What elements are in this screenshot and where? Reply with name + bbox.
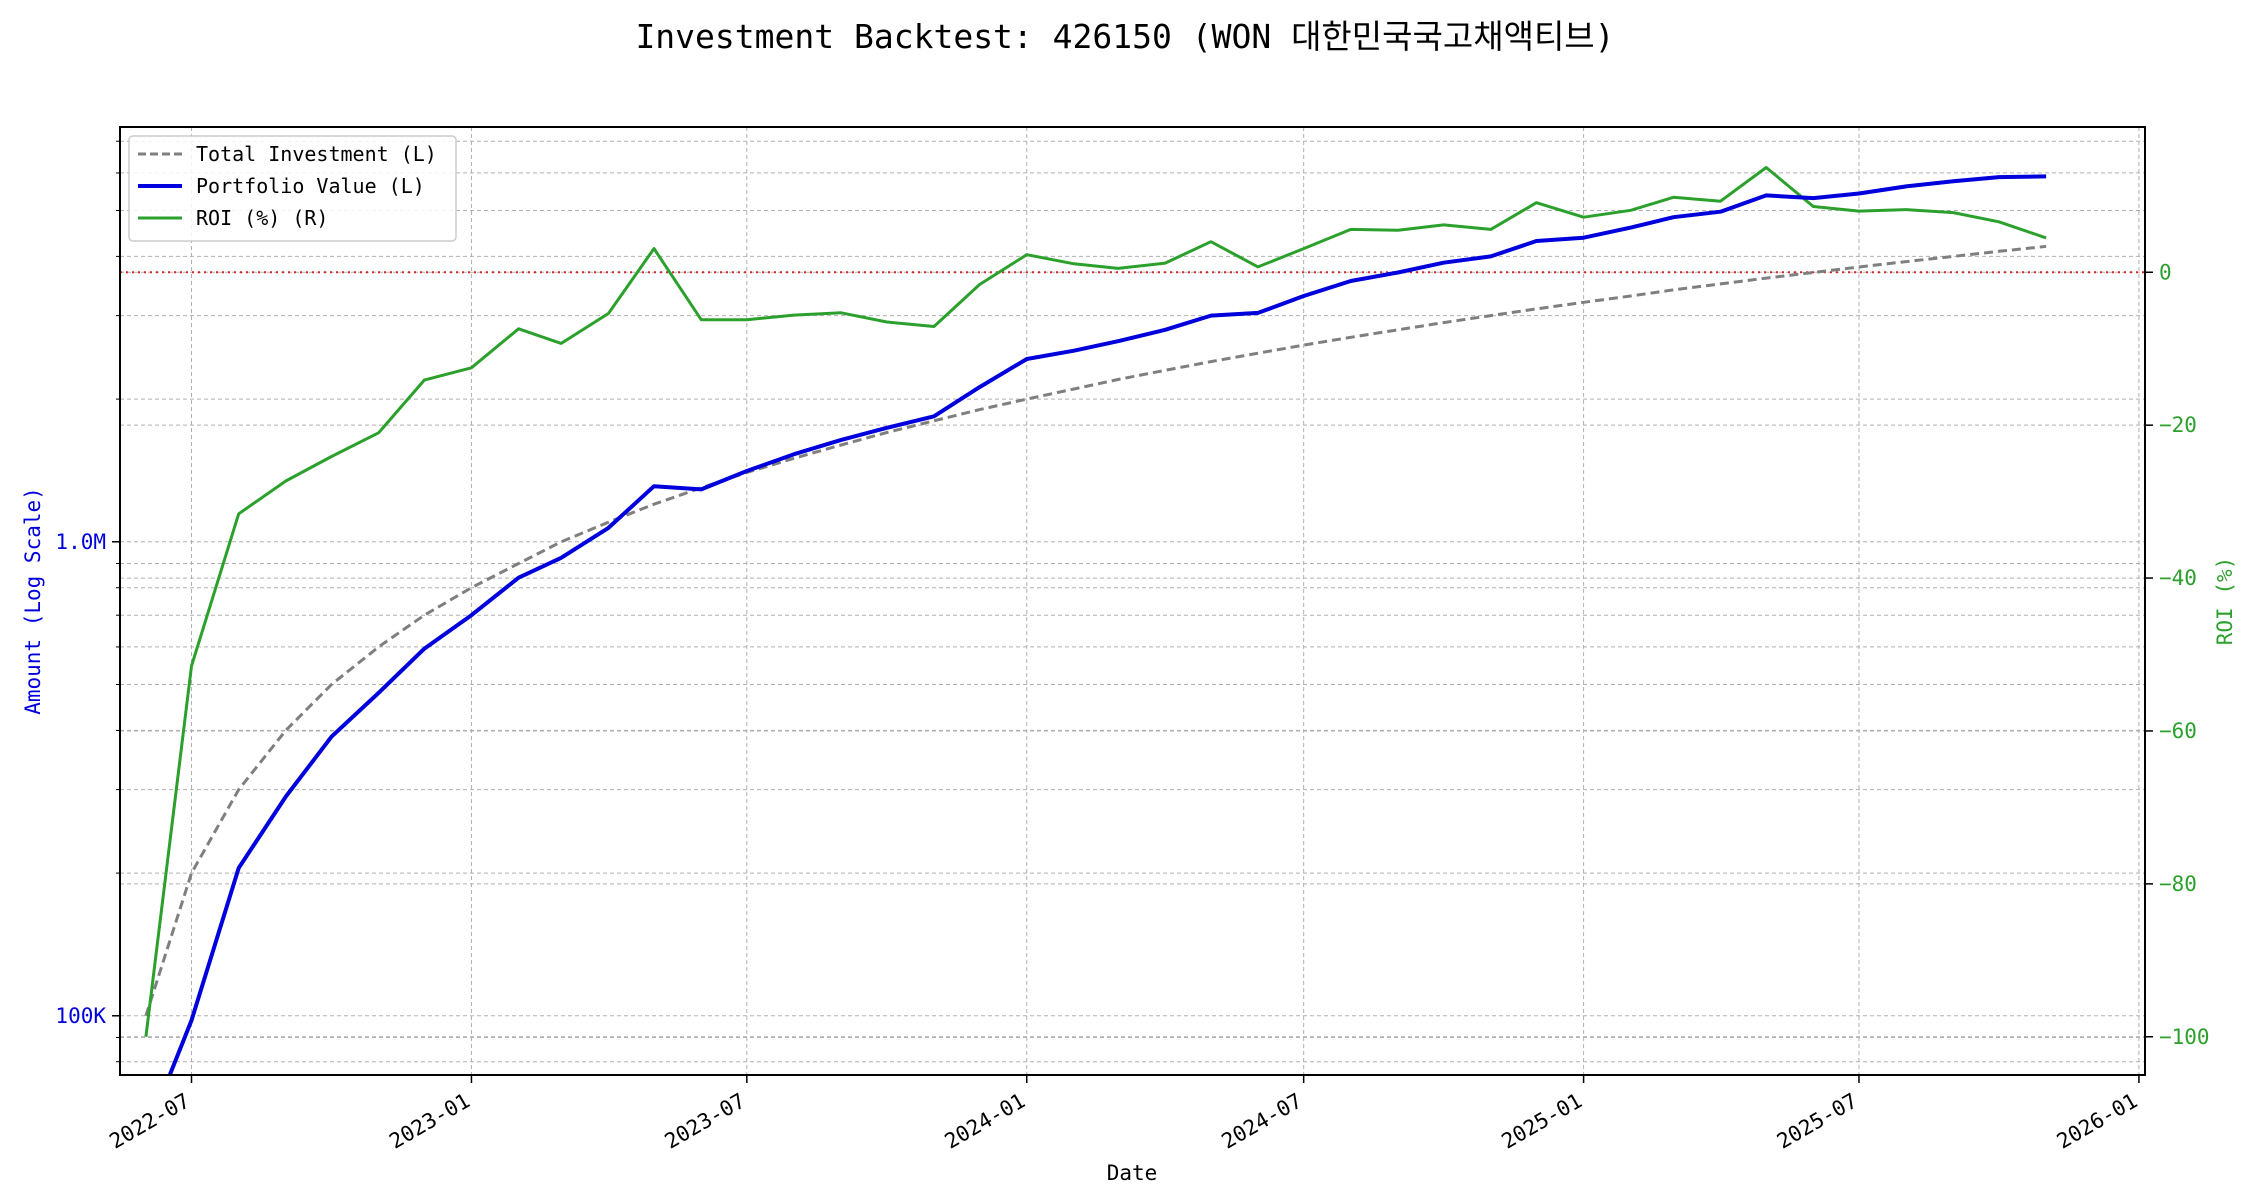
series-layer [144,166,2047,1075]
x-tick-label-1: 2023-01 [385,1089,474,1154]
legend-label-portfolio-value: Portfolio Value (L) [196,174,425,198]
series-line-roi-r [144,166,2047,1037]
x-tick-label-2: 2023-07 [661,1089,750,1154]
chart-title: Investment Backtest: 426150 (WON 대한민국국고채… [635,17,1614,56]
plot-area-frame [119,126,2146,1076]
right-tick-label-1: −80 [2159,872,2197,896]
left-axis-label: Amount (Log Scale) [21,487,45,715]
grid-lines [120,127,2145,1075]
left-tick-label-0: 100K [55,1004,106,1028]
series-line-total-investment-l [144,244,2047,1017]
legend: Total Investment (L) Portfolio Value (L)… [128,135,457,242]
x-tick-label-6: 2025-07 [1773,1089,1862,1154]
x-axis-label: Date [1107,1161,1158,1185]
right-axis-ticks: −100 −80 −60 −40 −20 0 [2145,260,2210,1049]
legend-label-total-investment: Total Investment (L) [196,142,437,166]
x-tick-label-7: 2026-01 [2053,1089,2142,1154]
right-tick-label-3: −40 [2159,566,2197,590]
right-tick-label-4: −20 [2159,413,2197,437]
x-axis-ticks: 2022-07 2023-01 2023-07 2024-01 2024-07 2025-… [105,1075,2141,1154]
x-tick-label-5: 2025-01 [1497,1089,1586,1154]
left-axis-ticks: 100K 1.0M [55,140,120,1063]
x-tick-label-3: 2024-01 [941,1089,1030,1154]
right-tick-label-2: −60 [2159,719,2197,743]
right-tick-label-5: 0 [2159,260,2172,284]
right-tick-label-0: −100 [2159,1025,2210,1049]
right-axis-label: ROI (%) [2213,557,2237,646]
legend-box [128,135,457,242]
x-tick-label-4: 2024-07 [1218,1089,1307,1154]
left-tick-label-1: 1.0M [55,530,106,554]
series-line-portfolio-value-l [167,174,2047,1075]
x-tick-label-0: 2022-07 [105,1089,194,1154]
legend-label-roi: ROI (%) (R) [196,206,328,230]
